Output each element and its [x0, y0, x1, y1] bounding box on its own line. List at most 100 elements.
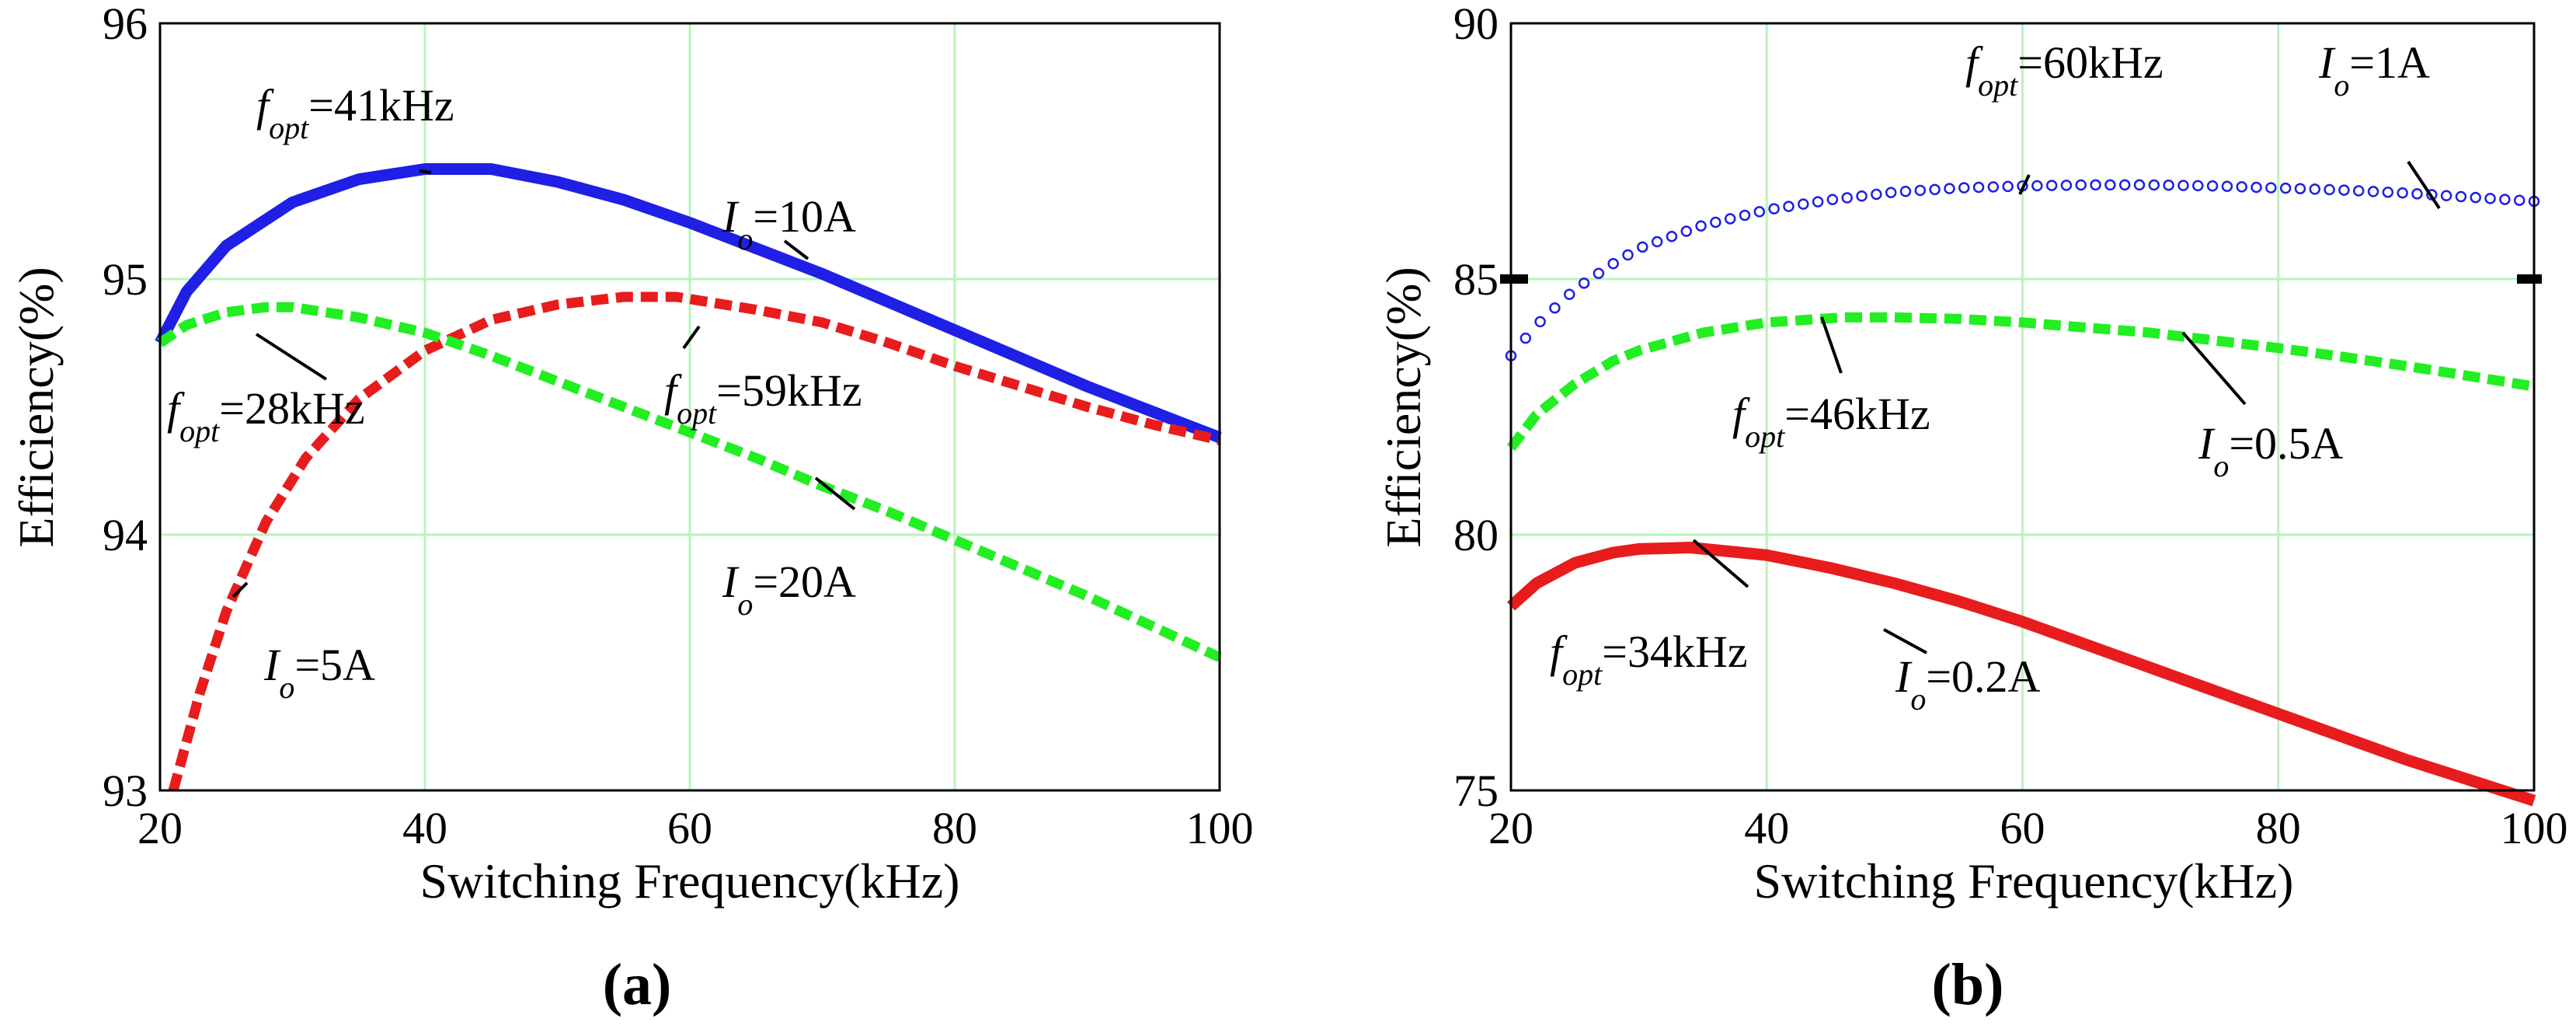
- x-tick-label: 40: [1744, 803, 1789, 853]
- annotation-value: =0.2A: [1926, 651, 2040, 702]
- annotation-label: Io=20A: [722, 556, 856, 622]
- annotation-value: =5A: [294, 640, 375, 690]
- data-point: [2236, 181, 2247, 193]
- plot-frame: [1509, 22, 2536, 792]
- series-line-io-5a: [168, 291, 1221, 792]
- annotation-leader: [814, 476, 856, 511]
- annotation-leader: [255, 333, 328, 381]
- annotation-subscript: opt: [1978, 68, 2018, 103]
- annotation-subscript: o: [2213, 448, 2229, 483]
- data-point: [1622, 249, 1634, 261]
- x-tick-label: 60: [667, 803, 712, 853]
- annotation-value: =20A: [753, 556, 856, 607]
- data-point: [2411, 188, 2423, 200]
- annotation-symbol: I: [2198, 418, 2216, 469]
- data-point: [1812, 196, 1824, 208]
- data-point: [1885, 187, 1897, 198]
- data-point: [1534, 316, 1546, 328]
- x-tick-label: 20: [1488, 803, 1533, 853]
- y-axis-label: Efficiency(%): [9, 267, 64, 547]
- annotation-label: fopt=28kHz: [167, 383, 365, 448]
- x-tick-label: 100: [2501, 803, 2568, 853]
- annotation-value: =41kHz: [308, 80, 454, 131]
- data-point: [1739, 209, 1751, 222]
- data-point: [2118, 179, 2131, 191]
- annotation-symbol: I: [722, 191, 740, 242]
- annotation-value: =1A: [2349, 37, 2430, 88]
- annotation-label: fopt=46kHz: [1732, 389, 1930, 454]
- annotation-label: fopt=60kHz: [1965, 37, 2163, 103]
- annotation-subscript: o: [1910, 682, 1926, 717]
- data-point: [1519, 332, 1532, 344]
- y-tick-label: 96: [103, 0, 148, 49]
- data-point: [2192, 180, 2204, 192]
- data-point: [2324, 183, 2335, 196]
- data-point: [2484, 193, 2496, 204]
- y-tick-label: 94: [103, 510, 148, 560]
- annotation-leader: [1820, 316, 1843, 374]
- panel-label: (a): [603, 952, 672, 1017]
- annotation-leader: [419, 169, 432, 174]
- data-point: [2206, 180, 2219, 192]
- annotation-value: =59kHz: [716, 365, 862, 416]
- annotation-leader: [2181, 331, 2247, 406]
- data-point: [2279, 182, 2292, 194]
- series-line-io-10a: [155, 163, 1222, 443]
- data-point: [1841, 192, 1853, 204]
- data-point: [1593, 267, 1605, 280]
- data-point: [1578, 277, 1590, 289]
- annotation-value: =10A: [753, 191, 856, 242]
- data-point: [1871, 188, 1882, 201]
- data-point: [1914, 184, 1927, 197]
- data-point: [1929, 183, 1941, 196]
- chart-panel-a: 20 40 60 80 100 93 94 95 96 Switching Frequency(k…: [9, 0, 1254, 1017]
- x-tick-label: 100: [1186, 803, 1254, 853]
- annotation-value: =0.5A: [2229, 418, 2343, 469]
- data-point: [1972, 181, 1985, 194]
- data-point: [2031, 180, 2043, 192]
- data-point: [2470, 191, 2481, 204]
- data-point: [2265, 182, 2277, 194]
- grid: [160, 23, 1220, 790]
- data-point: [1666, 231, 1678, 242]
- annotation-value: =60kHz: [2017, 37, 2163, 88]
- data-point: [2133, 179, 2146, 191]
- annotation-leader: [2407, 160, 2441, 210]
- data-point: [2440, 190, 2452, 202]
- annotation-label: Io=5A: [263, 640, 375, 705]
- y-tick-label: 80: [1453, 510, 1499, 560]
- annotation-subscript: opt: [179, 413, 220, 448]
- data-point: [2513, 194, 2526, 207]
- annotation-subscript: o: [2334, 68, 2349, 103]
- annotation-subscript: opt: [269, 110, 309, 145]
- data-point: [2104, 179, 2116, 191]
- data-point: [1753, 206, 1766, 218]
- annotation-value: =28kHz: [219, 383, 364, 434]
- data-point: [1637, 241, 1648, 253]
- data-point: [1826, 194, 1839, 205]
- data-point: [1856, 190, 1868, 202]
- data-point: [2455, 190, 2467, 203]
- data-point: [2090, 179, 2101, 191]
- x-axis-label: Switching Frequency(kHz): [420, 853, 960, 909]
- y-tick-label: 85: [1453, 254, 1499, 305]
- annotation-leader: [2018, 174, 2031, 195]
- y-tick-label: 75: [1453, 766, 1499, 816]
- annotation-leader: [682, 325, 701, 350]
- data-point: [2397, 187, 2408, 199]
- data-point: [2075, 179, 2087, 191]
- data-point: [2221, 180, 2233, 193]
- data-point: [2163, 180, 2174, 191]
- annotation-label: Io=0.2A: [1895, 651, 2041, 717]
- x-tick-label: 80: [2256, 803, 2301, 853]
- annotation-symbol: I: [2318, 37, 2336, 88]
- data-point: [2148, 179, 2160, 191]
- plot-frame: [158, 22, 1221, 792]
- data-point: [1710, 216, 1721, 228]
- data-point: [1944, 183, 1955, 194]
- data-point: [2251, 181, 2262, 194]
- data-point: [1768, 203, 1780, 215]
- data-point: [1680, 225, 1693, 237]
- data-point: [1695, 220, 1707, 232]
- x-tick-label: 60: [2000, 803, 2045, 853]
